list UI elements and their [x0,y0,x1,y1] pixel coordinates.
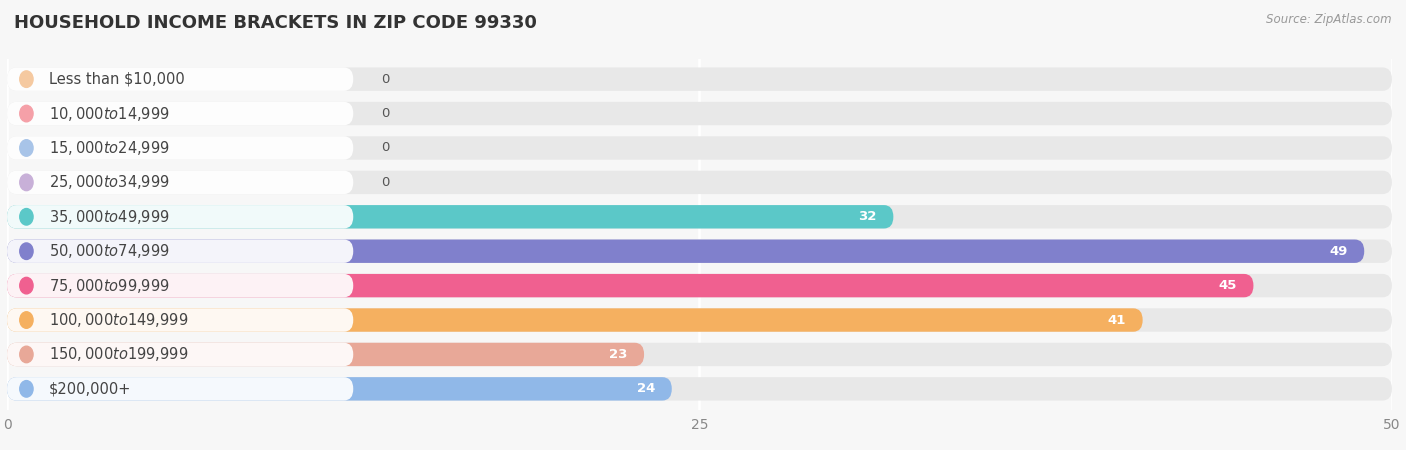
FancyBboxPatch shape [7,205,1392,229]
Circle shape [20,208,34,225]
Text: 0: 0 [381,72,389,86]
FancyBboxPatch shape [7,171,1392,194]
Text: $150,000 to $199,999: $150,000 to $199,999 [49,346,188,364]
Circle shape [20,71,34,87]
FancyBboxPatch shape [7,377,672,400]
FancyBboxPatch shape [7,343,1392,366]
Text: 0: 0 [381,176,389,189]
Circle shape [20,243,34,260]
Circle shape [20,346,34,363]
Text: $15,000 to $24,999: $15,000 to $24,999 [49,139,169,157]
Text: $50,000 to $74,999: $50,000 to $74,999 [49,242,169,260]
Text: 32: 32 [859,210,877,223]
FancyBboxPatch shape [7,102,353,125]
Text: 0: 0 [381,141,389,154]
FancyBboxPatch shape [7,136,1392,160]
Text: $35,000 to $49,999: $35,000 to $49,999 [49,208,169,226]
FancyBboxPatch shape [7,205,893,229]
FancyBboxPatch shape [7,205,353,229]
FancyBboxPatch shape [7,239,1392,263]
FancyBboxPatch shape [7,308,1143,332]
FancyBboxPatch shape [7,308,1392,332]
FancyBboxPatch shape [7,343,644,366]
Circle shape [20,174,34,191]
Text: $200,000+: $200,000+ [49,381,131,396]
FancyBboxPatch shape [7,102,1392,125]
FancyBboxPatch shape [7,274,1392,297]
Circle shape [20,277,34,294]
FancyBboxPatch shape [7,171,353,194]
Text: Less than $10,000: Less than $10,000 [49,72,184,87]
FancyBboxPatch shape [7,343,353,366]
Text: 45: 45 [1219,279,1237,292]
FancyBboxPatch shape [7,377,353,400]
Text: 23: 23 [609,348,627,361]
Text: Source: ZipAtlas.com: Source: ZipAtlas.com [1267,14,1392,27]
Text: $75,000 to $99,999: $75,000 to $99,999 [49,277,169,295]
FancyBboxPatch shape [7,377,1392,400]
Text: HOUSEHOLD INCOME BRACKETS IN ZIP CODE 99330: HOUSEHOLD INCOME BRACKETS IN ZIP CODE 99… [14,14,537,32]
Text: $100,000 to $149,999: $100,000 to $149,999 [49,311,188,329]
FancyBboxPatch shape [7,274,1254,297]
Text: 49: 49 [1329,245,1347,258]
Circle shape [20,105,34,122]
FancyBboxPatch shape [7,68,1392,91]
FancyBboxPatch shape [7,68,353,91]
FancyBboxPatch shape [7,308,353,332]
Text: $10,000 to $14,999: $10,000 to $14,999 [49,104,169,122]
FancyBboxPatch shape [7,239,353,263]
Circle shape [20,381,34,397]
Text: 41: 41 [1108,314,1126,327]
FancyBboxPatch shape [7,239,1364,263]
Text: 24: 24 [637,382,655,396]
Circle shape [20,140,34,156]
FancyBboxPatch shape [7,136,353,160]
Text: $25,000 to $34,999: $25,000 to $34,999 [49,173,169,191]
FancyBboxPatch shape [7,274,353,297]
Circle shape [20,312,34,328]
Text: 0: 0 [381,107,389,120]
